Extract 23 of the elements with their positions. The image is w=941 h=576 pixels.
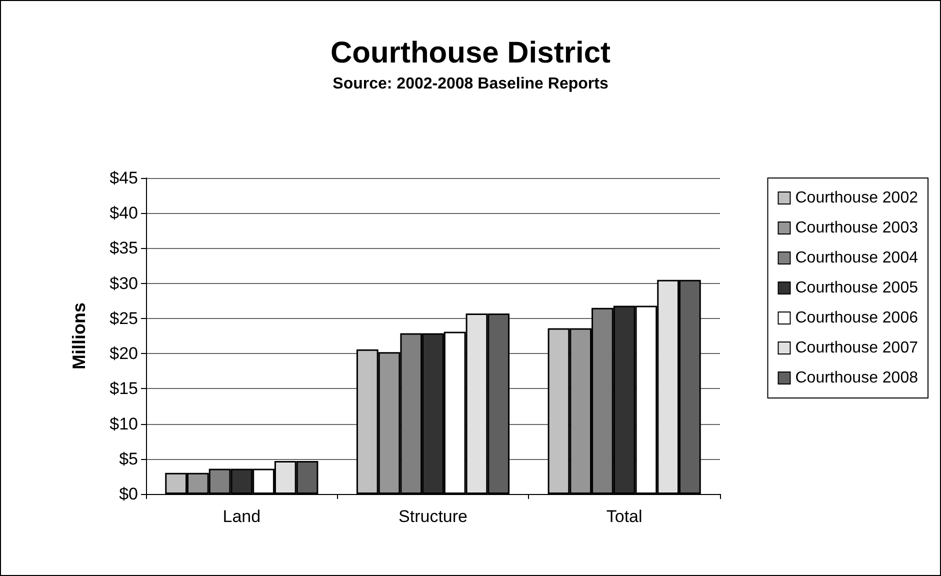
y-tick-label: $40 xyxy=(110,204,138,223)
y-axis-title: Millions xyxy=(69,302,89,370)
y-tick-label: $35 xyxy=(110,238,138,258)
legend-label: Courthouse 2004 xyxy=(795,250,918,266)
y-tick-label: $20 xyxy=(110,344,138,364)
y-tick-label: $45 xyxy=(110,168,138,188)
legend-label: Courthouse 2008 xyxy=(795,370,918,386)
y-tick-label: $25 xyxy=(110,308,138,328)
legend-label: Courthouse 2002 xyxy=(795,190,918,206)
y-tick-label: $5 xyxy=(119,449,138,468)
y-tick-label: $15 xyxy=(110,379,138,398)
legend-label: Courthouse 2006 xyxy=(795,310,918,326)
legend-label: Courthouse 2005 xyxy=(795,280,918,296)
legend-label: Courthouse 2007 xyxy=(795,340,918,356)
y-tick-label: $30 xyxy=(110,274,138,293)
chart-subtitle: Source: 2002-2008 Baseline Reports xyxy=(332,76,608,92)
y-tick-label: $10 xyxy=(110,414,138,434)
legend-label: Courthouse 2003 xyxy=(795,220,918,236)
chart-title: Courthouse District xyxy=(330,36,611,70)
x-tick-label: Structure xyxy=(398,507,468,526)
x-tick-label: Total xyxy=(606,507,642,526)
y-tick-label: $0 xyxy=(119,484,138,504)
x-tick-label: Land xyxy=(222,507,261,526)
